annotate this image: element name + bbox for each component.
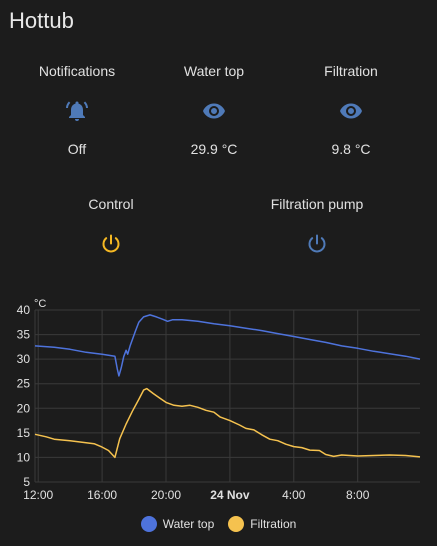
legend-label: Water top [162, 517, 215, 531]
chart-series [34, 314, 421, 459]
chart-legend: Water top Filtration [0, 516, 437, 532]
x-tick-label: 16:00 [87, 488, 117, 502]
eye-icon [144, 99, 284, 123]
eye-icon [281, 99, 421, 123]
x-tick-label: 4:00 [282, 488, 306, 502]
entity-filtration-pump[interactable]: Filtration pump [247, 196, 387, 256]
power-icon[interactable] [247, 232, 387, 256]
x-tick-label: 12:00 [23, 488, 53, 502]
y-tick-label: 30 [17, 352, 31, 366]
legend-swatch [140, 516, 157, 532]
y-tick-label: 35 [17, 328, 31, 342]
y-tick-label: 25 [17, 377, 31, 391]
x-tick-label: 20:00 [151, 488, 181, 502]
power-icon[interactable] [41, 232, 181, 256]
x-tick-label: 24 Nov [210, 488, 250, 502]
y-axis-label: °C [34, 298, 46, 310]
legend-label: Filtration [250, 517, 297, 531]
entity-water-top[interactable]: Water top 29.9 °C [144, 63, 284, 157]
history-chart[interactable]: 5 10 15 20 25 30 35 40 12:00 16:00 20:00 24 Nov 4:0… [0, 290, 437, 510]
entity-name: Control [88, 196, 134, 212]
entity-filtration[interactable]: Filtration 9.8 °C [281, 63, 421, 157]
x-axis-ticks: 12:00 16:00 20:00 24 Nov 4:00 8:00 [23, 488, 370, 502]
entity-state: 9.8 °C [331, 141, 371, 157]
legend-item-water-top[interactable]: Water top [140, 516, 215, 532]
y-tick-label: 15 [17, 426, 31, 440]
y-tick-label: 40 [17, 303, 31, 317]
legend-swatch [228, 516, 245, 532]
y-tick-label: 5 [23, 475, 30, 489]
entity-name: Notifications [38, 63, 116, 79]
entity-control[interactable]: Control [41, 196, 181, 256]
x-tick-label: 8:00 [346, 488, 370, 502]
entity-state: 29.9 °C [190, 141, 238, 157]
entity-state: Off [67, 141, 87, 157]
y-axis-ticks: 5 10 15 20 25 30 35 40 [17, 303, 31, 489]
entity-notifications[interactable]: Notifications Off [7, 63, 147, 157]
entity-name: Filtration pump [270, 196, 364, 212]
series-line-water-top[interactable] [34, 314, 421, 377]
bell-ring-icon [7, 99, 147, 123]
chart-grid [34, 309, 420, 483]
series-line-filtration[interactable] [34, 387, 421, 459]
card-title: Hottub [9, 8, 74, 33]
entity-name: Filtration [324, 63, 378, 79]
y-tick-label: 20 [17, 401, 31, 415]
entity-name: Water top [183, 63, 245, 79]
y-tick-label: 10 [17, 450, 31, 464]
legend-item-filtration[interactable]: Filtration [228, 516, 296, 532]
